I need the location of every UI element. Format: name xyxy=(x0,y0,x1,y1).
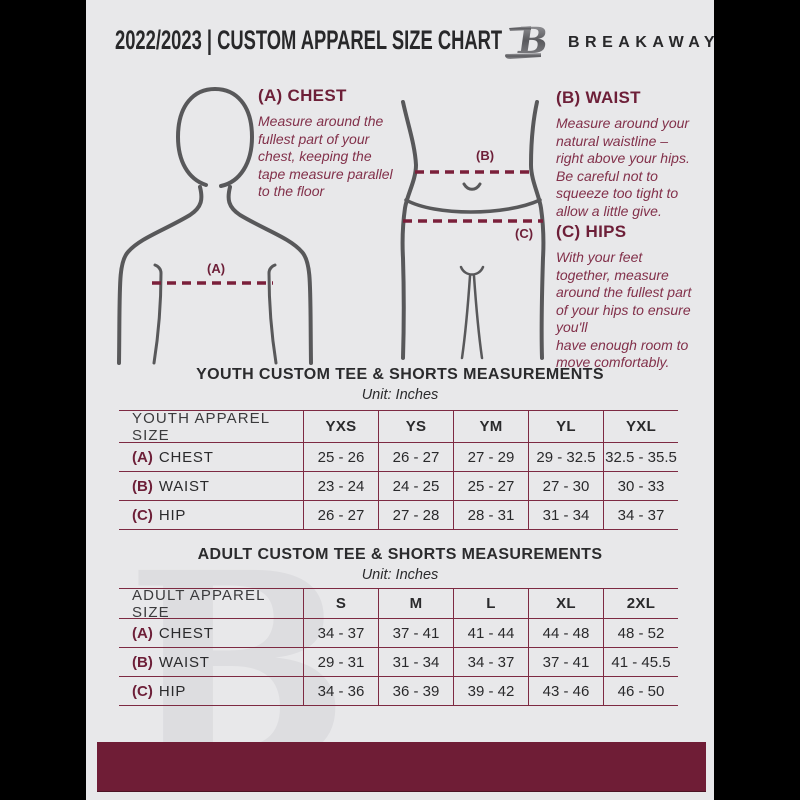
breakaway-logo-icon: B xyxy=(505,19,551,62)
adult-row-waist-label: (B) WAIST xyxy=(119,648,303,677)
left-armpit-line xyxy=(152,263,163,365)
adult-col-m: M xyxy=(378,588,453,619)
youth-col-ym: YM xyxy=(453,410,528,443)
instruction-waist-heading: (B) WAIST xyxy=(556,88,641,107)
youth-row-chest-label: (A) CHEST xyxy=(119,443,303,472)
adult-col-s: S xyxy=(303,588,378,619)
right-armpit-line xyxy=(267,263,278,365)
logo-swoosh xyxy=(505,53,541,59)
instruction-chest-heading: (A) CHEST xyxy=(258,86,347,105)
table-cell: 31 - 34 xyxy=(378,648,453,677)
youth-table-unit: Unit: Inches xyxy=(361,387,439,403)
lower-body-figure xyxy=(400,100,546,360)
instruction-hips: (C) HIPS With your feet together, measur… xyxy=(556,222,714,372)
table-cell: 27 - 28 xyxy=(378,501,453,530)
youth-col-yl: YL xyxy=(528,410,603,443)
table-cell: 28 - 31 xyxy=(453,501,528,530)
adult-col-2xl: 2XL xyxy=(603,588,678,619)
right-body-outline xyxy=(528,100,546,360)
instruction-waist: (B) WAIST Measure around your natural wa… xyxy=(556,88,714,220)
table-cell: 24 - 25 xyxy=(378,472,453,501)
adult-col-l: L xyxy=(453,588,528,619)
left-shoulder-arm xyxy=(117,185,204,365)
left-inner-leg xyxy=(460,274,472,360)
adult-col-xl: XL xyxy=(528,588,603,619)
youth-table-title: YOUTH CUSTOM TEE & SHORTS MEASUREMENTS xyxy=(196,366,604,383)
hips-line-label: (C) xyxy=(515,226,534,241)
head-outline xyxy=(175,86,255,188)
instruction-chest-body: Measure around the fullest part of your … xyxy=(258,113,393,199)
navel-mark xyxy=(462,182,482,191)
table-cell: 25 - 26 xyxy=(303,443,378,472)
table-cell: 43 - 46 xyxy=(528,677,603,706)
youth-col-yxs: YXS xyxy=(303,410,378,443)
youth-size-header: YOUTH APPAREL SIZE xyxy=(119,410,303,444)
table-cell: 29 - 31 xyxy=(303,648,378,677)
table-cell: 41 - 45.5 xyxy=(603,648,678,677)
brand-wordmark: BREAKAWAY xyxy=(568,34,714,51)
waist-line-label: (B) xyxy=(476,148,495,163)
table-cell: 39 - 42 xyxy=(453,677,528,706)
table-cell: 34 - 37 xyxy=(453,648,528,677)
instruction-hips-heading: (C) HIPS xyxy=(556,222,627,241)
crotch-curve xyxy=(459,265,485,276)
table-cell: 25 - 27 xyxy=(453,472,528,501)
instruction-chest: (A) CHEST Measure around the fullest par… xyxy=(258,86,423,201)
table-cell: 48 - 52 xyxy=(603,619,678,648)
upper-body-figure xyxy=(117,86,313,365)
page-title: 2022/2023 | CUSTOM APPAREL SIZE CHART xyxy=(115,25,503,55)
footer-bar xyxy=(97,742,706,792)
adult-table-unit: Unit: Inches xyxy=(361,567,439,583)
table-cell: 41 - 44 xyxy=(453,619,528,648)
youth-row-hip-label: (C) HIP xyxy=(119,501,303,530)
table-cell: 36 - 39 xyxy=(378,677,453,706)
adult-size-header: ADULT APPAREL SIZE xyxy=(119,587,303,621)
table-cell: 26 - 27 xyxy=(303,501,378,530)
adult-row-hip-label: (C) HIP xyxy=(119,677,303,706)
table-cell: 37 - 41 xyxy=(528,648,603,677)
adult-table: ADULT APPAREL SIZE S M L XL 2XL (A) CHEST… xyxy=(119,587,678,706)
chest-line-label: (A) xyxy=(207,261,226,276)
left-body-outline xyxy=(400,100,419,360)
size-chart-page: 2022/2023 | CUSTOM APPAREL SIZE CHART B … xyxy=(86,0,714,800)
right-shoulder-arm xyxy=(226,185,313,365)
table-cell: 27 - 29 xyxy=(453,443,528,472)
right-inner-leg xyxy=(472,274,484,360)
instruction-waist-body: Measure around your natural waistline – … xyxy=(556,115,690,219)
logo-top-bar xyxy=(509,26,531,31)
table-cell: 44 - 48 xyxy=(528,619,603,648)
table-cell: 32.5 - 35.5 xyxy=(603,443,678,472)
table-cell: 30 - 33 xyxy=(603,472,678,501)
youth-row-waist-label: (B) WAIST xyxy=(119,472,303,501)
instruction-hips-body: With your feet together, measure around … xyxy=(556,249,692,370)
table-cell: 27 - 30 xyxy=(528,472,603,501)
table-cell: 34 - 37 xyxy=(303,619,378,648)
table-cell: 31 - 34 xyxy=(528,501,603,530)
table-cell: 37 - 41 xyxy=(378,619,453,648)
hip-curve-line xyxy=(404,198,542,214)
table-cell: 23 - 24 xyxy=(303,472,378,501)
adult-table-title: ADULT CUSTOM TEE & SHORTS MEASUREMENTS xyxy=(197,546,603,563)
table-cell: 26 - 27 xyxy=(378,443,453,472)
youth-table: YOUTH APPAREL SIZE YXS YS YM YL YXL (A) C… xyxy=(119,410,678,530)
youth-col-ys: YS xyxy=(378,410,453,443)
adult-row-chest-label: (A) CHEST xyxy=(119,619,303,648)
table-cell: 46 - 50 xyxy=(603,677,678,706)
table-cell: 29 - 32.5 xyxy=(528,443,603,472)
table-cell: 34 - 36 xyxy=(303,677,378,706)
table-cell: 34 - 37 xyxy=(603,501,678,530)
youth-col-yxl: YXL xyxy=(603,410,678,443)
